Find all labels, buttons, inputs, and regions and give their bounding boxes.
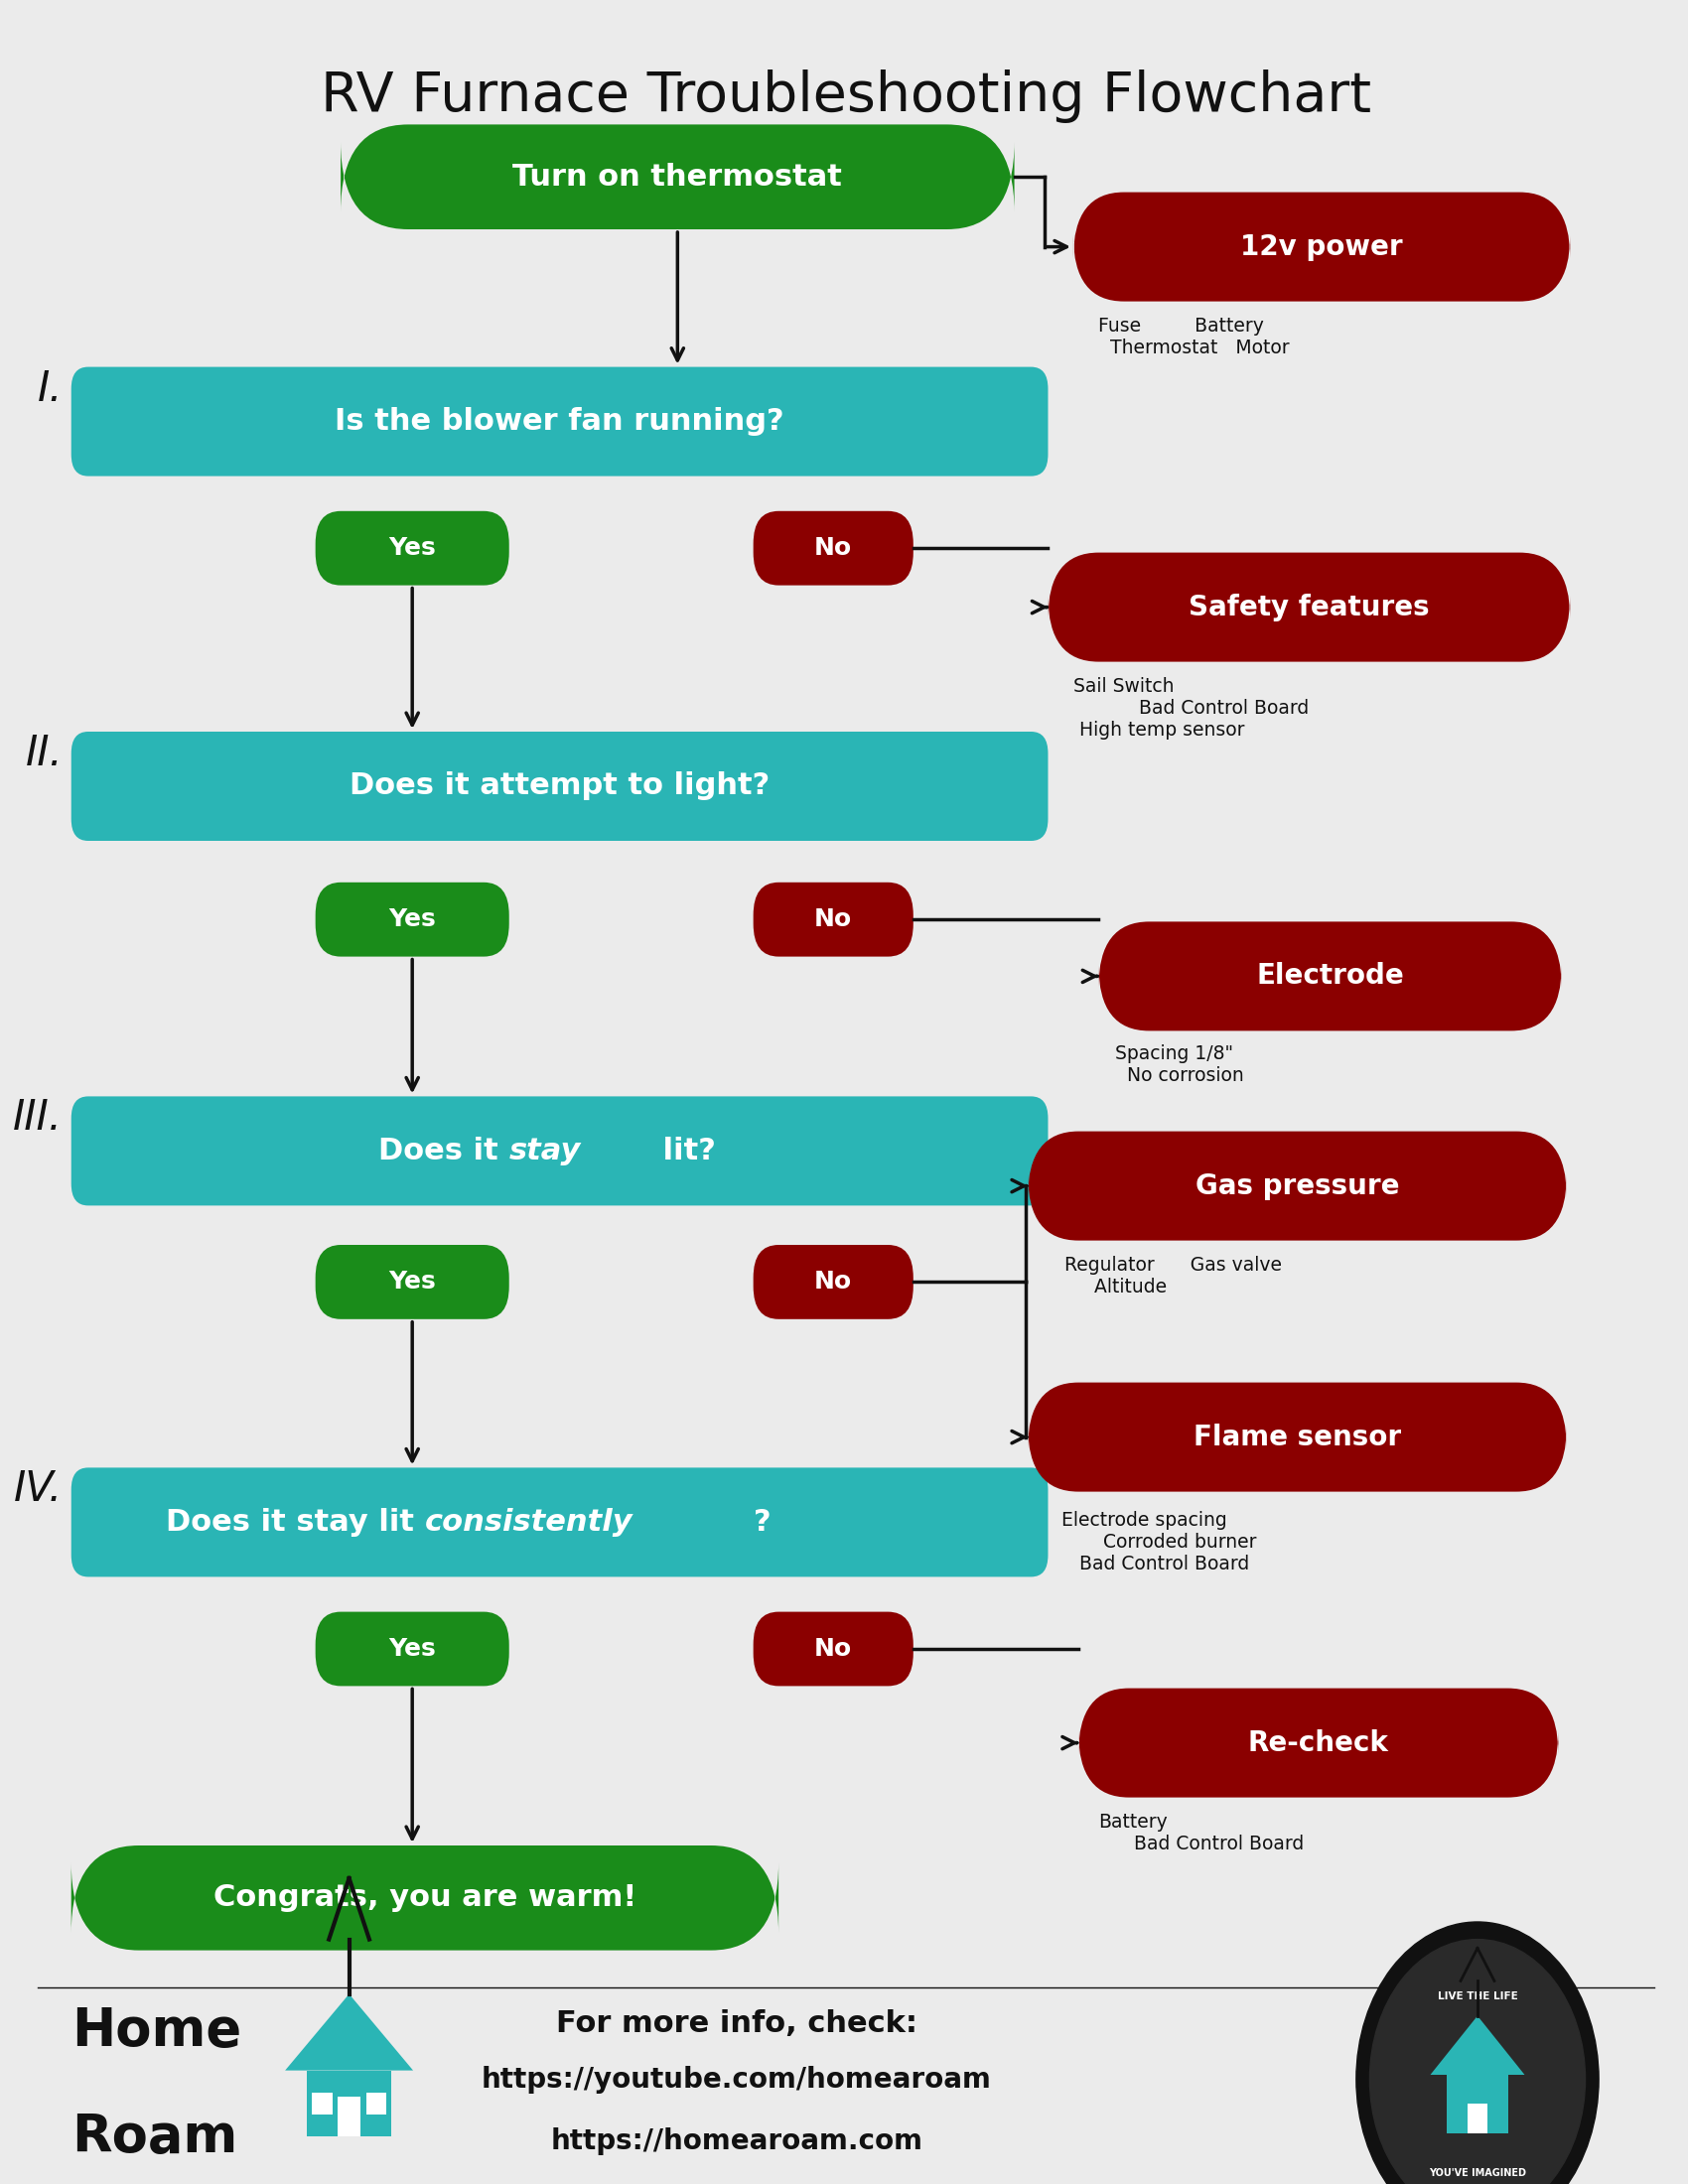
Text: ?: ?	[753, 1507, 771, 1538]
Text: https://youtube.com/homearoam: https://youtube.com/homearoam	[481, 2066, 991, 2094]
FancyBboxPatch shape	[1028, 1382, 1566, 1492]
Text: No: No	[814, 1638, 852, 1660]
FancyBboxPatch shape	[1028, 1131, 1566, 1241]
Bar	[1447, 2075, 1507, 2134]
FancyBboxPatch shape	[316, 1245, 510, 1319]
Text: Electrode spacing
       Corroded burner
   Bad Control Board: Electrode spacing Corroded burner Bad Co…	[1062, 1511, 1256, 1575]
Text: Does it: Does it	[378, 1136, 510, 1166]
Circle shape	[1369, 1939, 1585, 2184]
FancyBboxPatch shape	[1074, 192, 1570, 301]
Text: Yes: Yes	[388, 1638, 436, 1660]
Text: LIVE THE LIFE: LIVE THE LIFE	[1438, 1992, 1518, 2001]
Text: Does it stay lit: Does it stay lit	[165, 1507, 425, 1538]
FancyBboxPatch shape	[1079, 1688, 1558, 1797]
Text: Regulator      Gas valve
     Altitude: Regulator Gas valve Altitude	[1065, 1256, 1283, 1297]
Text: Safety features: Safety features	[1188, 594, 1430, 620]
FancyBboxPatch shape	[341, 124, 1014, 229]
Text: II.: II.	[25, 732, 62, 775]
Text: Yes: Yes	[388, 537, 436, 559]
Text: Yes: Yes	[388, 1271, 436, 1293]
Text: Home: Home	[71, 2005, 241, 2057]
FancyBboxPatch shape	[71, 732, 1048, 841]
FancyBboxPatch shape	[1048, 553, 1570, 662]
Text: Roam: Roam	[71, 2112, 238, 2164]
FancyBboxPatch shape	[71, 367, 1048, 476]
Bar	[338, 2097, 361, 2136]
Text: Re-check: Re-check	[1247, 1730, 1389, 1756]
FancyBboxPatch shape	[71, 1096, 1048, 1206]
Text: Battery
      Bad Control Board: Battery Bad Control Board	[1099, 1813, 1305, 1854]
Text: Does it attempt to light?: Does it attempt to light?	[349, 771, 770, 802]
Text: Turn on thermostat: Turn on thermostat	[513, 162, 842, 192]
Bar	[1467, 2103, 1487, 2134]
Text: https://homearoam.com: https://homearoam.com	[550, 2127, 923, 2156]
Text: stay: stay	[510, 1136, 581, 1166]
FancyBboxPatch shape	[753, 1612, 913, 1686]
Text: Flame sensor: Flame sensor	[1193, 1424, 1401, 1450]
Text: consistently: consistently	[425, 1507, 633, 1538]
Text: RV Furnace Troubleshooting Flowchart: RV Furnace Troubleshooting Flowchart	[321, 70, 1371, 122]
Bar	[307, 2070, 392, 2136]
Text: For more info, check:: For more info, check:	[555, 2009, 917, 2038]
Text: YOU'VE IMAGINED: YOU'VE IMAGINED	[1428, 2169, 1526, 2177]
Text: No: No	[814, 537, 852, 559]
FancyBboxPatch shape	[316, 1612, 510, 1686]
FancyBboxPatch shape	[753, 882, 913, 957]
Text: III.: III.	[14, 1096, 62, 1140]
Text: Yes: Yes	[388, 909, 436, 930]
FancyBboxPatch shape	[1099, 922, 1561, 1031]
FancyBboxPatch shape	[316, 882, 510, 957]
Text: IV.: IV.	[14, 1468, 62, 1511]
Text: Is the blower fan running?: Is the blower fan running?	[334, 406, 785, 437]
Polygon shape	[1430, 2016, 1524, 2075]
FancyBboxPatch shape	[71, 1468, 1048, 1577]
Text: Sail Switch
           Bad Control Board
 High temp sensor: Sail Switch Bad Control Board High temp …	[1074, 677, 1308, 740]
Text: No: No	[814, 1271, 852, 1293]
Bar	[312, 2092, 333, 2114]
Text: Electrode: Electrode	[1256, 963, 1404, 989]
Text: Gas pressure: Gas pressure	[1195, 1173, 1399, 1199]
FancyBboxPatch shape	[753, 1245, 913, 1319]
Polygon shape	[285, 1994, 414, 2070]
Text: No: No	[814, 909, 852, 930]
Bar	[366, 2092, 387, 2114]
Text: Congrats, you are warm!: Congrats, you are warm!	[213, 1883, 636, 1913]
Circle shape	[1355, 1922, 1599, 2184]
Text: Spacing 1/8"
  No corrosion: Spacing 1/8" No corrosion	[1116, 1044, 1244, 1085]
Text: 12v power: 12v power	[1241, 234, 1403, 260]
FancyBboxPatch shape	[753, 511, 913, 585]
FancyBboxPatch shape	[316, 511, 510, 585]
Text: lit?: lit?	[652, 1136, 716, 1166]
Text: I.: I.	[37, 367, 62, 411]
Text: Fuse         Battery
  Thermostat   Motor: Fuse Battery Thermostat Motor	[1099, 317, 1290, 358]
FancyBboxPatch shape	[71, 1845, 778, 1950]
